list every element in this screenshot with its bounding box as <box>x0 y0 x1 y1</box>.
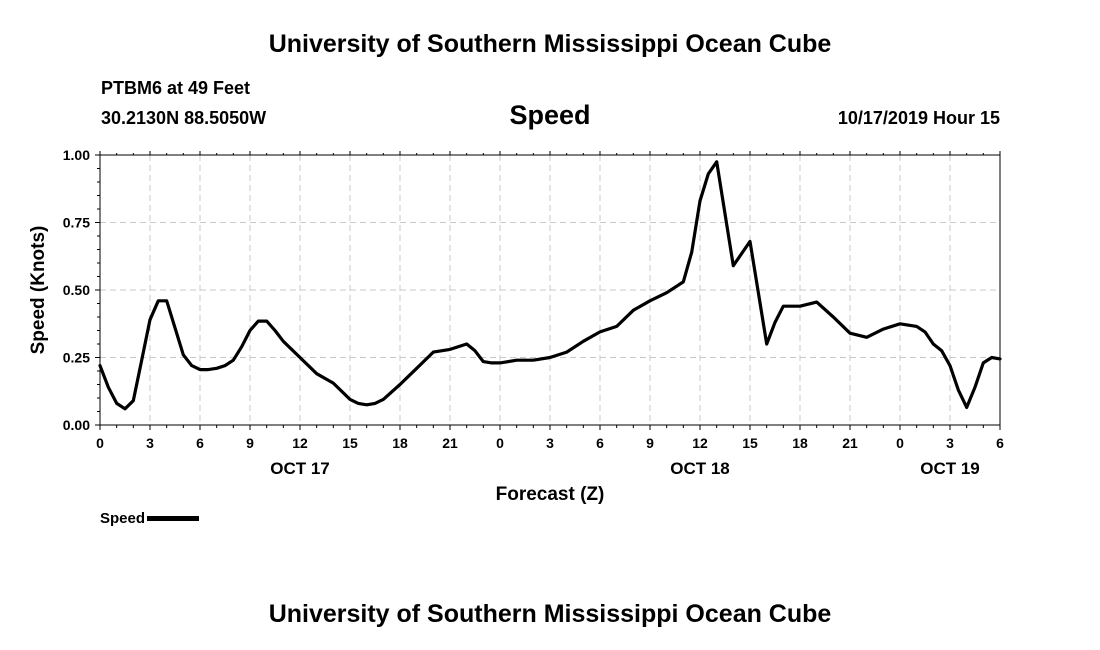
x-tick-label: 21 <box>842 435 858 451</box>
coordinates-label: 30.2130N 88.5050W <box>101 108 267 128</box>
x-tick-label: 18 <box>792 435 808 451</box>
y-tick-label: 0.50 <box>63 282 90 298</box>
y-tick-label: 0.25 <box>63 350 90 366</box>
x-tick-label: 3 <box>146 435 154 451</box>
x-tick-label: 6 <box>996 435 1004 451</box>
x-tick-label: 0 <box>96 435 104 451</box>
x-tick-label: 9 <box>646 435 654 451</box>
x-tick-label: 3 <box>546 435 554 451</box>
y-tick-label: 0.75 <box>63 215 90 231</box>
date-label: OCT 18 <box>670 459 730 478</box>
x-tick-label: 18 <box>392 435 408 451</box>
x-tick-label: 6 <box>196 435 204 451</box>
speed-series-line <box>98 160 1002 411</box>
x-tick-label: 12 <box>292 435 308 451</box>
x-tick-label: 12 <box>692 435 708 451</box>
y-tick-label: 1.00 <box>63 147 90 163</box>
legend-label: Speed <box>100 510 146 527</box>
x-tick-label: 21 <box>442 435 458 451</box>
legend-line-swatch <box>147 516 200 521</box>
date-label: OCT 17 <box>270 459 330 478</box>
footer-title: University of Southern Mississippi Ocean… <box>268 600 832 628</box>
x-tick-label: 9 <box>246 435 254 451</box>
chart-title: Speed <box>509 100 591 130</box>
x-tick-label: 15 <box>342 435 358 451</box>
page-title: University of Southern Mississippi Ocean… <box>268 30 832 58</box>
legend: Speed <box>100 510 200 527</box>
y-axis-title: Speed (Knots) <box>28 226 49 355</box>
x-tick-label: 0 <box>496 435 504 451</box>
x-tick-label: 15 <box>742 435 758 451</box>
x-tick-label: 0 <box>896 435 904 451</box>
x-tick-label: 3 <box>946 435 954 451</box>
issued-time-label: 10/17/2019 Hour 15 <box>837 108 1000 128</box>
y-tick-label: 0.00 <box>63 417 90 433</box>
station-label: PTBM6 at 49 Feet <box>101 78 251 98</box>
x-tick-label: 6 <box>596 435 604 451</box>
date-label: OCT 19 <box>920 459 980 478</box>
x-axis-title: Forecast (Z) <box>496 484 605 505</box>
